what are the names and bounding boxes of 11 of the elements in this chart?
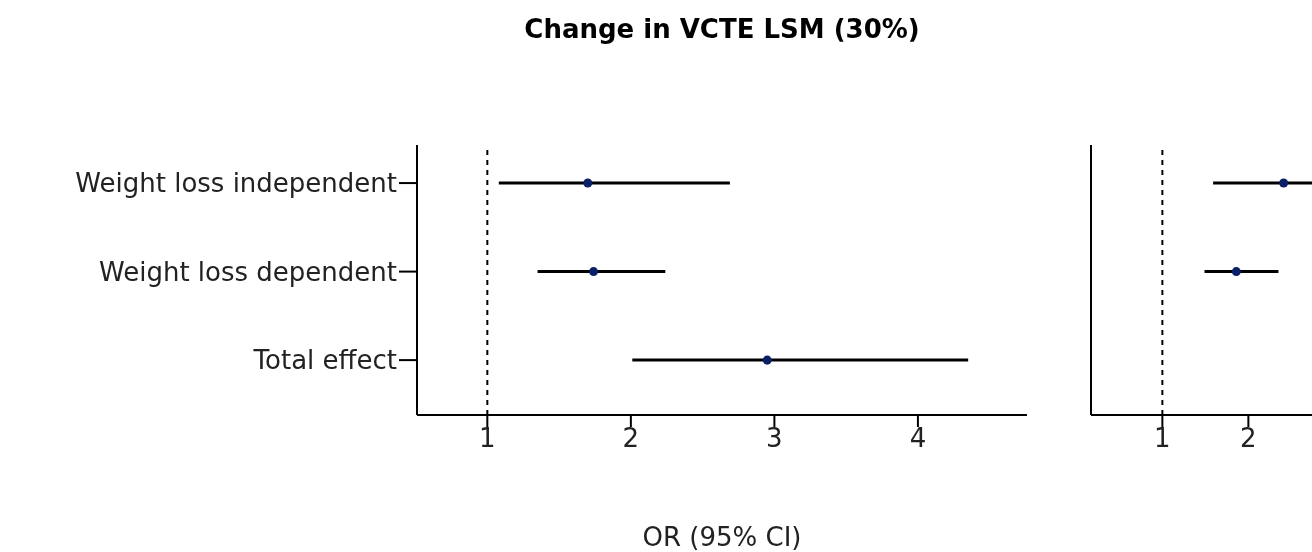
- x-tick-label: 3: [766, 423, 783, 454]
- x-axis-title: OR (95% CI): [642, 522, 802, 552]
- x-tick-label: 4: [909, 423, 927, 454]
- x-tick-label: 1: [1154, 423, 1171, 454]
- chart-title: Change in VCTE LSM (30%): [523, 14, 921, 44]
- x-tick-label: 2: [622, 423, 640, 454]
- x-tick-label: 1: [479, 423, 496, 454]
- y-tick-label: Weight loss dependent: [99, 256, 397, 287]
- y-tick-label: Weight loss independent: [75, 168, 397, 199]
- x-tick-label: 2: [1240, 423, 1257, 454]
- y-tick-label: Total effect: [252, 345, 397, 376]
